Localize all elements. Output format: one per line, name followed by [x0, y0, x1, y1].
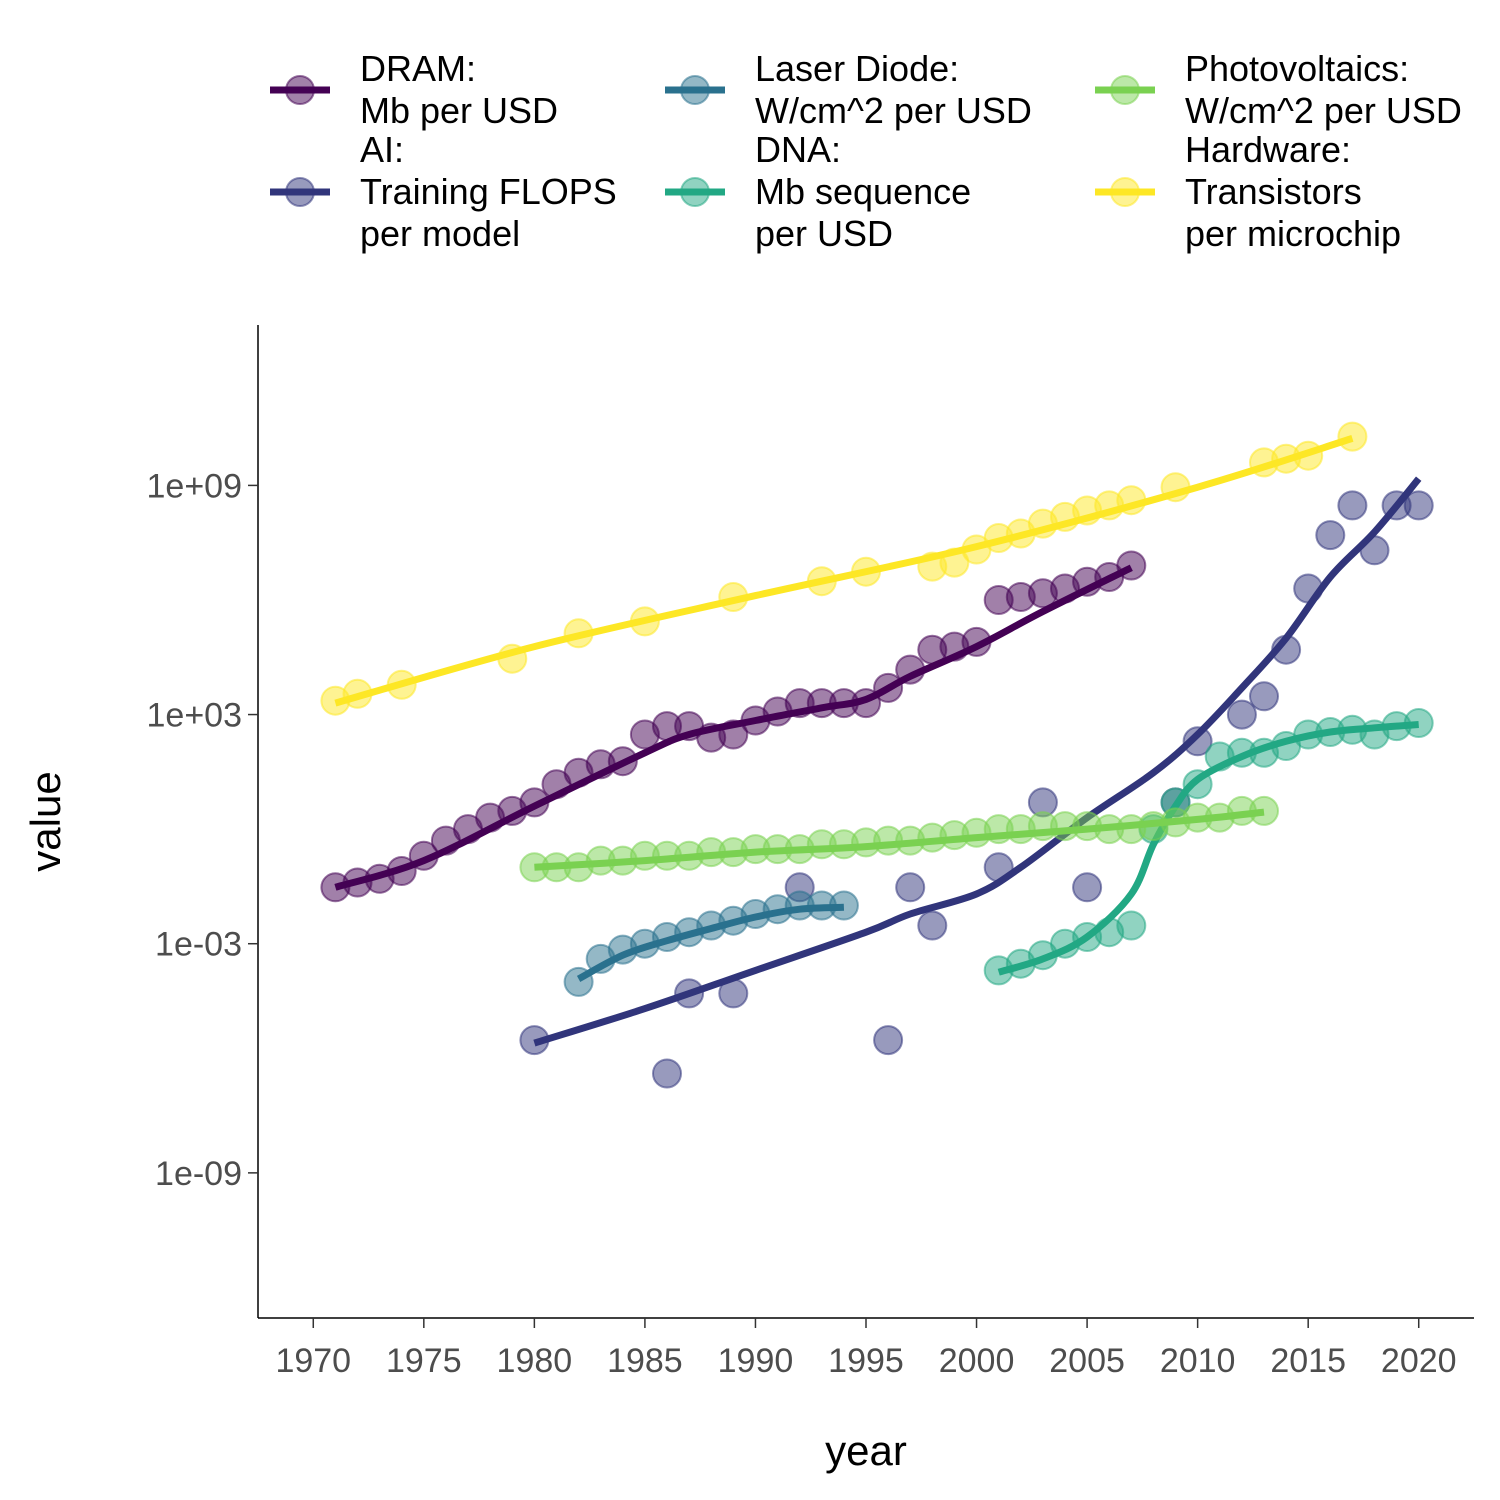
x-tick-label: 1975 [386, 1342, 462, 1380]
x-tick-label: 1970 [275, 1342, 351, 1380]
legend-key-point [285, 75, 315, 105]
trend-line [576, 903, 845, 982]
y-tick-label: 1e+09 [147, 467, 243, 505]
series-4 [519, 795, 1279, 883]
x-tick-label: 1980 [497, 1342, 573, 1380]
x-tick-label: 2005 [1049, 1342, 1125, 1380]
legend-key-point [1110, 177, 1140, 207]
legend-item: DNA: Mb sequence per USD [665, 129, 971, 254]
trend-line [334, 435, 1354, 707]
legend-item: Photovoltaics: W/cm^2 per USD [1095, 48, 1462, 131]
data-point [873, 1025, 904, 1056]
x-tick-label: 1990 [718, 1342, 794, 1380]
series-5 [320, 421, 1368, 716]
x-axis-title: year [825, 1427, 907, 1474]
data-point [1182, 726, 1213, 757]
data-point [1337, 490, 1368, 521]
series-1 [519, 476, 1434, 1089]
legend-label: Laser Diode: W/cm^2 per USD [755, 48, 1032, 131]
x-tick-label: 1985 [607, 1342, 683, 1380]
legend-label: Hardware: Transistors per microchip [1185, 129, 1401, 254]
x-tick-label: 2020 [1381, 1342, 1457, 1380]
y-axis-title: value [22, 771, 69, 871]
x-tick-label: 2010 [1160, 1342, 1236, 1380]
y-axis-ticks: 1e+09 1e+03 1e-03 1e-09 [147, 467, 258, 1193]
data-point [652, 1058, 682, 1089]
legend-item: AI: Training FLOPS per model [270, 129, 617, 254]
legend-label: Photovoltaics: W/cm^2 per USD [1185, 48, 1462, 131]
trend-line [534, 808, 1265, 871]
legend-item: DRAM: Mb per USD [270, 48, 558, 131]
legend-key-point [285, 177, 315, 207]
data-point [1116, 910, 1147, 941]
legend-key-point [680, 75, 710, 105]
trend-line [997, 721, 1419, 976]
legend-key-point [1110, 75, 1140, 105]
series-layer [320, 421, 1434, 1089]
series-2 [563, 890, 859, 997]
y-tick-label: 1e-03 [155, 926, 242, 964]
legend-label: AI: Training FLOPS per model [360, 129, 617, 254]
y-tick-label: 1e-09 [155, 1155, 242, 1193]
data-point [1403, 490, 1434, 521]
data-point [1226, 699, 1257, 730]
data-point [1249, 681, 1279, 712]
x-tick-label: 2000 [939, 1342, 1015, 1380]
legend-key-point [680, 177, 710, 207]
x-tick-label: 2015 [1270, 1342, 1346, 1380]
x-tick-label: 1995 [828, 1342, 904, 1380]
plot-area: 1970 1975 1980 1985 1990 1995 2000 2005 2010 2015… [147, 325, 1474, 1380]
data-point [895, 872, 926, 903]
trend-line [334, 564, 1133, 891]
data-point [917, 910, 948, 941]
y-tick-label: 1e+03 [147, 697, 243, 735]
legend-item: Hardware: Transistors per microchip [1095, 129, 1401, 254]
data-point [1315, 520, 1346, 551]
legend-item: Laser Diode: W/cm^2 per USD [665, 48, 1032, 131]
legend-label: DNA: Mb sequence per USD [755, 129, 971, 254]
legend-label: DRAM: Mb per USD [360, 48, 558, 131]
data-point [1072, 872, 1103, 903]
data-point [1337, 421, 1368, 452]
series-0 [320, 550, 1147, 903]
x-axis-ticks: 1970 1975 1980 1985 1990 1995 2000 2005 2010 2015… [275, 1318, 1457, 1380]
